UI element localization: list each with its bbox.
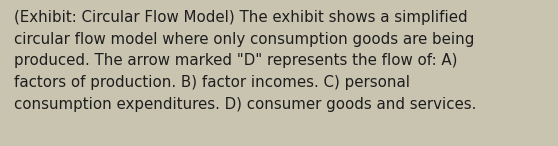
Text: (Exhibit: Circular Flow Model) The exhibit shows a simplified
circular flow mode: (Exhibit: Circular Flow Model) The exhib… xyxy=(14,10,477,112)
